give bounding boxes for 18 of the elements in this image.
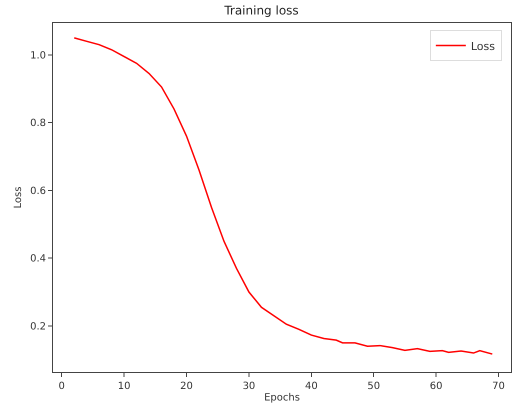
x-tick-label: 0: [58, 381, 65, 392]
y-tick-label: 0.6: [30, 186, 46, 197]
x-tick-label: 60: [430, 381, 442, 392]
y-tick-label: 0.2: [30, 321, 46, 332]
x-tick-label: 30: [242, 381, 256, 392]
legend-label: Loss: [470, 40, 496, 53]
x-axis-title: Epochs: [264, 392, 300, 404]
x-tick-label: 70: [492, 381, 505, 392]
y-tick-label: 0.8: [30, 118, 46, 130]
x-tick-label: 10: [118, 381, 130, 392]
chart-title: Training loss: [223, 3, 299, 18]
x-tick-label: 20: [180, 381, 193, 392]
x-tick-label: 40: [304, 381, 318, 392]
y-axis-title: Loss: [13, 186, 24, 208]
line-series: [73, 37, 494, 355]
y-tick-label: 0.4: [30, 254, 46, 265]
y-tick-label: 1.0: [30, 50, 46, 62]
x-tick-label: 50: [367, 381, 380, 392]
